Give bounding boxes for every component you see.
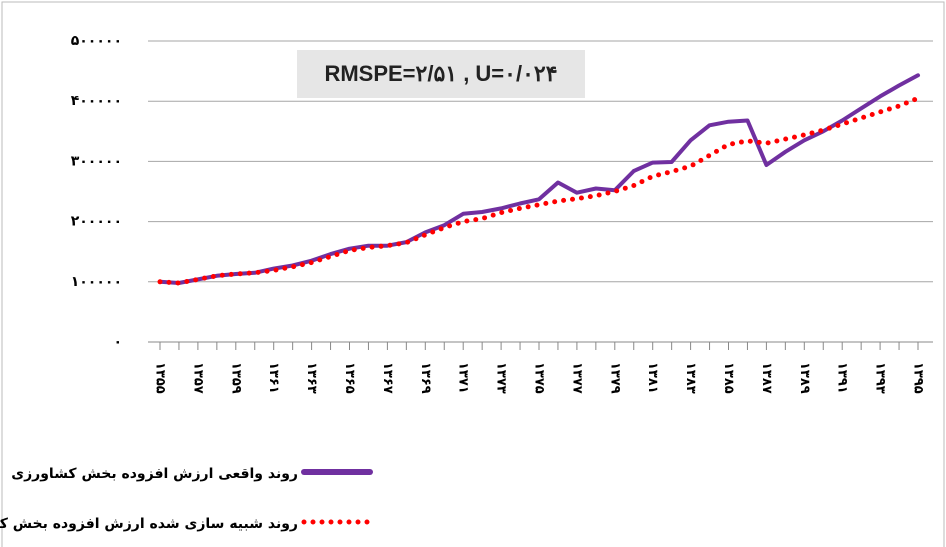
x-tick-label: ۱۳۵۷	[190, 362, 205, 394]
legend-label: روند شبیه سازی شده ارزش افزوده بخش کشاور…	[0, 516, 298, 532]
x-tick-label: ۱۳۶۵	[342, 362, 357, 394]
x-tick-label: ۱۳۵۵	[153, 362, 168, 394]
x-tick-label: ۱۳۶۹	[418, 362, 433, 394]
x-tick-label: ۱۳۶۷	[380, 362, 395, 394]
series-line	[158, 73, 920, 285]
y-tick-label: ۳۰۰۰۰۰	[71, 153, 122, 169]
series-line	[157, 95, 921, 286]
x-tick-label: ۱۳۷۵	[532, 362, 547, 394]
y-tick-label: ۱۰۰۰۰۰	[71, 274, 122, 290]
x-tick-label: ۱۳۵۹	[228, 362, 243, 394]
x-tick-label: ۱۳۹۱	[835, 362, 850, 394]
x-tick-label: ۱۳۷۷	[569, 362, 584, 394]
legend-label: روند واقعی ارزش افزوده بخش کشاورزی	[11, 466, 298, 482]
x-tick-label: ۱۳۷۳	[494, 362, 509, 394]
x-tick-label: ۱۳۸۳	[683, 362, 698, 394]
x-tick-label: ۱۳۸۱	[645, 362, 660, 394]
x-tick-label: ۱۳۸۵	[721, 362, 736, 394]
x-tick-label: ۱۳۹۵	[911, 362, 926, 394]
y-tick-label: ۵۰۰۰۰۰	[71, 33, 122, 49]
x-tick-label: ۱۳۸۹	[797, 362, 812, 394]
annotation: RMSPE=۲/۵۱ , U=۰/۰۲۴	[324, 61, 557, 86]
x-tick-label: ۱۳۹۳	[873, 362, 888, 394]
annotation-box	[297, 50, 585, 98]
x-tick-label: ۱۳۶۳	[304, 362, 319, 394]
x-tick-label: ۱۳۸۷	[759, 362, 774, 394]
x-tick-label: ۱۳۷۱	[456, 362, 471, 394]
y-tick-label: ۰	[113, 334, 122, 350]
y-tick-label: ۴۰۰۰۰۰	[71, 93, 122, 109]
x-tick-label: ۱۳۷۹	[607, 362, 622, 394]
x-tick-label: ۱۳۶۱	[266, 362, 281, 394]
y-tick-label: ۲۰۰۰۰۰	[71, 214, 122, 230]
